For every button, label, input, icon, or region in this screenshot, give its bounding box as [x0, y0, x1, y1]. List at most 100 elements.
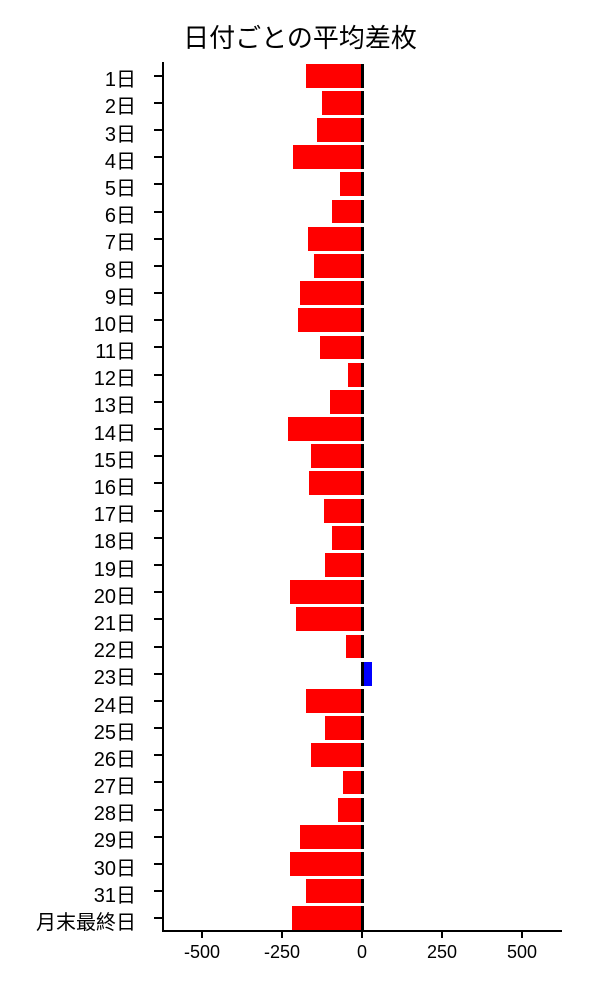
y-tick — [154, 727, 162, 729]
x-tick-label: 0 — [357, 942, 367, 963]
y-tick — [154, 346, 162, 348]
zero-marker — [361, 879, 364, 903]
y-axis-line — [162, 62, 164, 932]
bar — [330, 390, 362, 414]
y-tick — [154, 863, 162, 865]
y-tick-label: 月末最終日 — [2, 906, 148, 935]
y-tick — [154, 238, 162, 240]
bar — [296, 607, 362, 631]
y-tick-label: 11日 — [2, 335, 148, 364]
y-tick-label: 15日 — [2, 444, 148, 473]
x-tick-label: -500 — [184, 942, 220, 963]
zero-marker — [361, 417, 364, 441]
bar — [288, 417, 362, 441]
y-tick-label: 19日 — [2, 553, 148, 582]
y-tick — [154, 890, 162, 892]
y-tick-label: 12日 — [2, 362, 148, 391]
y-tick-label: 28日 — [2, 797, 148, 826]
bar — [300, 281, 362, 305]
zero-marker — [361, 118, 364, 142]
x-tick-label: 250 — [427, 942, 457, 963]
y-tick-label: 16日 — [2, 471, 148, 500]
y-tick-label: 23日 — [2, 661, 148, 690]
y-tick — [154, 618, 162, 620]
bar — [306, 64, 362, 88]
x-tick — [201, 932, 203, 938]
zero-marker — [361, 689, 364, 713]
zero-marker — [361, 662, 364, 686]
y-tick — [154, 781, 162, 783]
y-tick-label: 10日 — [2, 308, 148, 337]
y-tick — [154, 700, 162, 702]
bar — [340, 172, 362, 196]
chart-container: 日付ごとの平均差枚 -500-25002505001日2日3日4日5日6日7日8… — [0, 0, 600, 1000]
y-tick-label: 22日 — [2, 634, 148, 663]
y-tick-label: 18日 — [2, 525, 148, 554]
y-tick — [154, 917, 162, 919]
y-tick-label: 9日 — [2, 281, 148, 310]
zero-marker — [361, 798, 364, 822]
y-tick-label: 31日 — [2, 879, 148, 908]
zero-marker — [361, 363, 364, 387]
y-tick — [154, 183, 162, 185]
y-tick-label: 30日 — [2, 852, 148, 881]
y-tick-label: 6日 — [2, 199, 148, 228]
bar — [292, 906, 362, 930]
y-tick — [154, 591, 162, 593]
y-tick-label: 29日 — [2, 824, 148, 853]
zero-marker — [361, 580, 364, 604]
zero-marker — [361, 771, 364, 795]
x-tick-label: 500 — [507, 942, 537, 963]
y-tick — [154, 211, 162, 213]
x-tick-label: -250 — [264, 942, 300, 963]
y-tick-label: 24日 — [2, 689, 148, 718]
y-tick — [154, 374, 162, 376]
bar — [332, 526, 362, 550]
y-tick — [154, 646, 162, 648]
zero-marker — [361, 254, 364, 278]
bar — [300, 825, 362, 849]
zero-marker — [361, 852, 364, 876]
y-tick-label: 26日 — [2, 743, 148, 772]
y-tick — [154, 809, 162, 811]
zero-marker — [361, 172, 364, 196]
bar — [325, 716, 362, 740]
x-tick — [441, 932, 443, 938]
bar — [325, 553, 362, 577]
bar — [317, 118, 362, 142]
zero-marker — [361, 906, 364, 930]
y-tick-label: 14日 — [2, 417, 148, 446]
bar — [343, 771, 362, 795]
y-tick — [154, 510, 162, 512]
zero-marker — [361, 145, 364, 169]
y-tick-label: 13日 — [2, 389, 148, 418]
bar — [311, 444, 362, 468]
y-tick-label: 25日 — [2, 716, 148, 745]
zero-marker — [361, 444, 364, 468]
zero-marker — [361, 200, 364, 224]
y-tick-label: 20日 — [2, 580, 148, 609]
y-tick-label: 7日 — [2, 226, 148, 255]
bar — [314, 254, 362, 278]
zero-marker — [361, 499, 364, 523]
y-tick-label: 5日 — [2, 172, 148, 201]
y-tick — [154, 455, 162, 457]
y-tick — [154, 129, 162, 131]
zero-marker — [361, 227, 364, 251]
y-tick — [154, 482, 162, 484]
y-tick — [154, 401, 162, 403]
bar — [298, 308, 362, 332]
y-tick — [154, 537, 162, 539]
y-tick-label: 8日 — [2, 254, 148, 283]
y-tick-label: 17日 — [2, 498, 148, 527]
bar — [322, 91, 362, 115]
y-tick-label: 27日 — [2, 770, 148, 799]
y-tick — [154, 156, 162, 158]
bar — [306, 879, 362, 903]
y-tick — [154, 75, 162, 77]
x-tick — [281, 932, 283, 938]
y-tick — [154, 319, 162, 321]
zero-marker — [361, 825, 364, 849]
y-tick — [154, 564, 162, 566]
zero-marker — [361, 64, 364, 88]
